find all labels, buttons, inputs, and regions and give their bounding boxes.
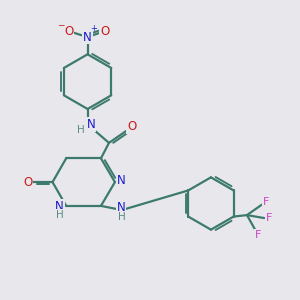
Text: N: N xyxy=(83,31,92,44)
Text: O: O xyxy=(64,25,74,38)
Text: H: H xyxy=(118,212,126,222)
Text: O: O xyxy=(23,176,32,189)
Text: F: F xyxy=(254,230,261,240)
Text: H: H xyxy=(56,210,64,220)
Text: F: F xyxy=(263,197,269,207)
Text: H: H xyxy=(77,125,85,135)
Text: +: + xyxy=(90,24,97,33)
Text: N: N xyxy=(87,118,95,131)
Text: F: F xyxy=(266,213,273,223)
Text: N: N xyxy=(117,174,126,187)
Text: O: O xyxy=(127,120,136,133)
Text: N: N xyxy=(55,200,64,213)
Text: O: O xyxy=(100,25,109,38)
Text: −: − xyxy=(57,21,64,30)
Text: N: N xyxy=(116,201,125,214)
